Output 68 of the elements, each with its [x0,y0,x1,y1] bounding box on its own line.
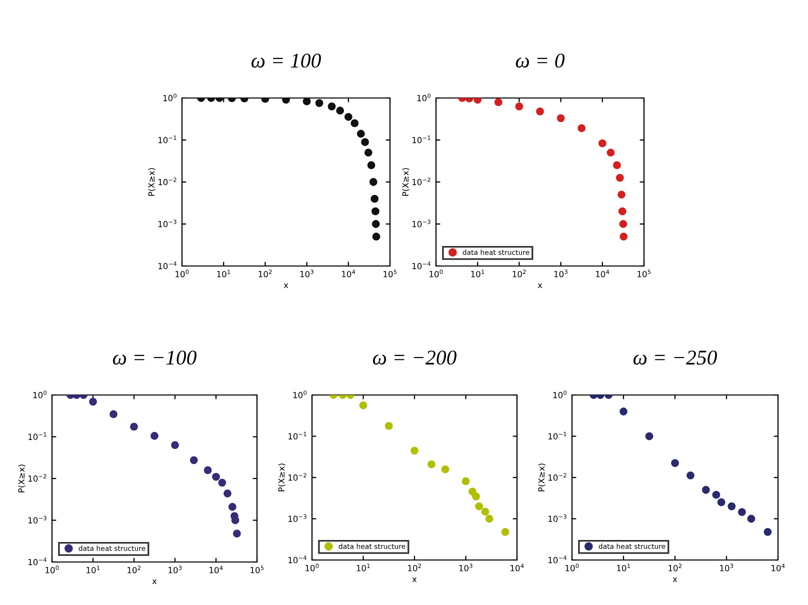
y-axis-title: P(X≥x) [18,464,26,492]
x-tick-label: 10$^{4}$ [596,270,610,278]
y-tick-label: 10$^{−2}$ [288,473,306,481]
x-tick-label: 10$^{2}$ [512,270,526,278]
x-tick-label: 10$^{0}$ [46,566,59,574]
y-tick-label: 10$^{−4}$ [158,262,177,270]
y-tick-label: 10$^{−3}$ [412,220,430,228]
x-tick-label: 10$^{1}$ [356,564,370,572]
y-tick-label: 10$^{−2}$ [412,178,430,186]
y-tick-label: 10$^{−1}$ [288,432,306,440]
x-tick-label: 10$^{1}$ [86,566,100,574]
y-tick-label: 10$^{−3}$ [158,220,176,228]
y-tick-label: 10$^{0}$ [293,390,306,398]
x-axis-title: x [284,283,288,288]
x-tick-label: 10$^{0}$ [306,564,319,572]
x-axis-title: x [152,579,157,584]
x-tick-label: 10$^{2}$ [258,270,272,278]
y-tick-label: 10$^{−4}$ [412,262,431,270]
x-axis-title: x [538,283,542,288]
y-tick-label: 10$^{−3}$ [288,514,306,522]
y-tick-label: 10$^{−2}$ [158,178,176,186]
y-tick-label: 10$^{0}$ [553,390,566,398]
x-tick-label: 10$^{4}$ [342,270,356,278]
x-tick-label: 10$^{3}$ [168,566,182,574]
x-tick-label: 10$^{1}$ [471,270,484,278]
y-axis-title: P(X≥x) [402,168,410,196]
chart-title: ω = 0 [516,54,565,68]
x-tick-label: 10$^{4}$ [772,564,785,572]
y-tick-label: 10$^{−4}$ [28,558,47,566]
y-axis-title: P(X≥x) [538,464,546,492]
x-tick-label: 10$^{2}$ [668,564,682,572]
y-tick-label: 10$^{−2}$ [548,473,566,481]
x-tick-label: 10$^{5}$ [250,566,264,574]
y-tick-label: 10$^{−3}$ [28,516,46,524]
x-tick-label: 10$^{0}$ [566,564,579,572]
y-tick-label: 10$^{0}$ [417,94,430,102]
x-axis-title: x [412,577,417,582]
y-tick-label: 10$^{−2}$ [28,474,46,482]
chart-title: ω = −100 [112,350,196,365]
y-tick-label: 10$^{0}$ [33,390,46,398]
x-tick-label: 10$^{1}$ [217,270,230,278]
x-tick-label: 10$^{3}$ [720,564,734,572]
y-tick-label: 10$^{−3}$ [548,514,566,522]
chart-title: ω = −250 [633,350,717,365]
x-tick-label: 10$^{0}$ [176,270,189,278]
x-tick-label: 10$^{2}$ [408,564,421,572]
x-tick-label: 10$^{4}$ [210,566,223,574]
x-tick-label: 10$^{2}$ [128,566,140,574]
y-tick-label: 10$^{−1}$ [28,432,46,440]
x-tick-label: 10$^{3}$ [554,270,568,278]
chart-title: ω = 100 [251,54,321,68]
y-tick-label: 10$^{−1}$ [412,136,430,144]
x-tick-label: 10$^{5}$ [638,270,651,278]
x-tick-label: 10$^{3}$ [459,564,472,572]
chart-title: ω = −200 [372,350,456,365]
x-tick-label: 10$^{0}$ [430,270,443,278]
x-tick-label: 10$^{5}$ [384,270,397,278]
y-tick-label: 10$^{−1}$ [158,136,176,144]
y-axis-title: P(X≥x) [278,464,286,492]
x-tick-label: 10$^{4}$ [510,564,524,572]
y-tick-label: 10$^{−1}$ [548,432,566,440]
x-tick-label: 10$^{3}$ [300,270,314,278]
y-tick-label: 10$^{−4}$ [548,556,567,564]
y-axis-title: P(X≥x) [148,168,156,196]
y-tick-label: 10$^{0}$ [163,94,176,102]
x-tick-label: 10$^{1}$ [617,564,630,572]
x-axis-title: x [672,577,678,582]
y-tick-label: 10$^{−4}$ [288,556,307,564]
